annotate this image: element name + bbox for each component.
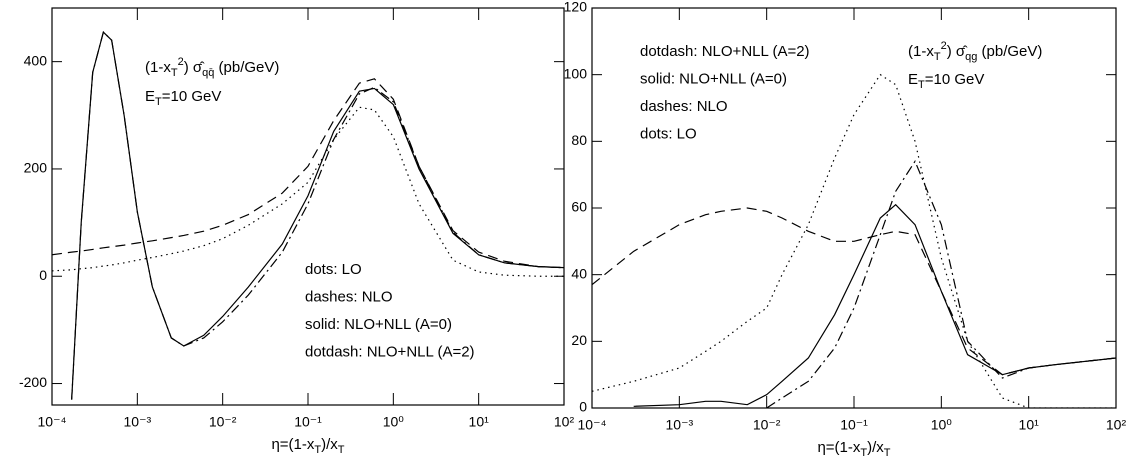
x-tick-label: 10⁻¹	[294, 414, 322, 430]
x-axis-label: η=(1-xT)/xT	[817, 439, 890, 457]
y-tick-label: 200	[24, 160, 48, 176]
y-tick-label: 100	[564, 65, 588, 81]
x-axis-label-part: )/x	[867, 439, 884, 456]
annotation-part: =10 GeV	[162, 88, 222, 105]
annotation: (1-xT2) σ̂qg (pb/GeV)	[908, 40, 1042, 63]
legend-entry: solid: NLO+NLL (A=0)	[640, 70, 787, 87]
x-tick-label: 10⁻³	[124, 414, 152, 430]
y-tick-label: 400	[24, 52, 48, 68]
x-tick-label: 10²	[554, 414, 575, 430]
annotation-part: 2	[178, 56, 184, 68]
annotation-part: T	[171, 67, 178, 79]
annotation-part: ) σ̂	[947, 43, 968, 60]
legend-entry: dashes: NLO	[305, 288, 393, 305]
annotation-part: (pb/GeV)	[214, 59, 279, 76]
legend-entry: dots: LO	[305, 261, 362, 278]
series-line	[592, 73, 1116, 408]
y-tick-label: 40	[571, 265, 587, 281]
y-tick-label: 80	[571, 132, 587, 148]
x-axis-label-part: T	[884, 447, 891, 457]
x-axis-label: η=(1-xT)/xT	[271, 436, 344, 456]
annotation: ET=10 GeV	[908, 71, 984, 91]
series-line	[633, 203, 1116, 407]
annotation-part: T	[918, 79, 925, 91]
x-tick-label: 10⁻³	[666, 417, 694, 433]
legend-entry: dashes: NLO	[640, 98, 728, 115]
x-tick-label: 10⁻²	[209, 414, 237, 430]
x-tick-label: 10⁻²	[753, 417, 781, 433]
y-tick-label: 60	[571, 199, 587, 215]
legend-entry: dots: LO	[640, 125, 697, 142]
x-tick-label: 10²	[1106, 417, 1127, 433]
x-axis-label-part: T	[338, 444, 345, 456]
annotation-part: (1-x	[908, 43, 934, 60]
legend-entry: dotdash: NLO+NLL (A=2)	[305, 343, 475, 360]
series-line	[71, 30, 564, 400]
x-axis-label-part: )/x	[321, 436, 338, 453]
y-tick-label: 0	[39, 267, 47, 283]
y-tick-label: 20	[571, 332, 587, 348]
annotation-part: T	[155, 96, 162, 108]
annotation-part: E	[145, 88, 155, 105]
annotation-part: 2	[941, 40, 947, 52]
x-tick-label: 10¹	[469, 414, 490, 430]
plot-frame	[591, 7, 1117, 409]
series-line	[592, 207, 1116, 376]
x-axis-label-part: T	[860, 447, 867, 457]
annotation: ET=10 GeV	[145, 88, 221, 108]
annotation-part: =10 GeV	[925, 71, 985, 88]
x-axis-label-part: η=(1-x	[271, 436, 314, 453]
x-tick-label: 10¹	[1019, 417, 1040, 433]
annotation-part: (1-x	[145, 59, 171, 76]
x-tick-label: 10⁻¹	[840, 417, 868, 433]
series-line	[52, 106, 564, 277]
annotation-part: E	[908, 71, 918, 88]
annotation: (1-xT2) σ̂qq̄ (pb/GeV)	[145, 56, 279, 79]
annotation-part: T	[934, 51, 941, 63]
x-axis-label-part: η=(1-x	[817, 439, 860, 456]
annotation-part: (pb/GeV)	[977, 43, 1042, 60]
series-line	[766, 160, 1116, 408]
annotation-part: qq̄	[202, 67, 214, 79]
x-tick-label: 10⁰	[931, 417, 953, 433]
x-tick-label: 10⁰	[383, 414, 405, 430]
annotation-part: ) σ̂	[184, 59, 205, 76]
series-line	[52, 78, 564, 269]
y-tick-label: 120	[564, 0, 588, 15]
legend-entry: dotdash: NLO+NLL (A=2)	[640, 43, 810, 60]
x-tick-label: 10⁻⁴	[578, 417, 607, 433]
y-tick-label: -200	[19, 374, 47, 390]
y-tick-label: 0	[579, 399, 587, 415]
legend-entry: solid: NLO+NLL (A=0)	[305, 316, 452, 333]
x-axis-label-part: T	[314, 444, 321, 456]
annotation-part: qg	[965, 51, 977, 63]
x-tick-label: 10⁻⁴	[38, 414, 67, 430]
